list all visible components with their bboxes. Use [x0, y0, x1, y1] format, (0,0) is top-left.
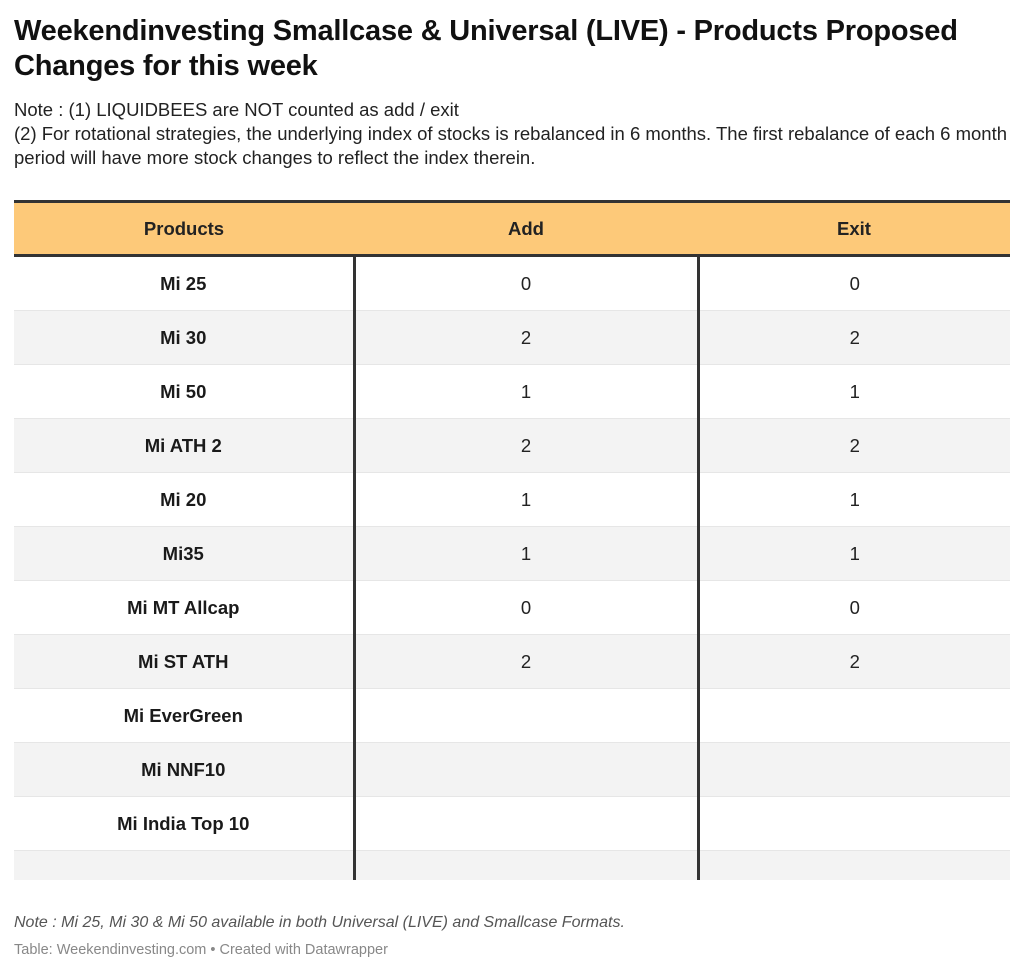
product-cell: Mi 30 [14, 310, 356, 365]
table-body: Mi 25 0 0 Mi 30 2 2 Mi 50 1 1 Mi ATH 2 2 2 Mi 20 1 1 Mi… [14, 255, 1010, 880]
table-row: Mi35 1 1 [14, 526, 1010, 581]
table-header-row: Products Add Exit [14, 200, 1010, 257]
exit-cell: 2 [698, 418, 1010, 473]
product-cell: Mi ST ATH [14, 634, 356, 689]
table-row: Mi 30 2 2 [14, 310, 1010, 365]
table-row: Mi 20 1 1 [14, 472, 1010, 527]
table-card: Weekendinvesting Smallcase & Universal (… [14, 14, 1010, 880]
product-cell: Mi India Top 10 [14, 796, 356, 851]
product-cell: Mi 25 [14, 255, 356, 311]
add-cell [354, 796, 700, 851]
table-row: Mi 50 1 1 [14, 364, 1010, 419]
note-line: Note : (1) LIQUIDBEES are NOT counted as… [14, 99, 459, 120]
note-line: (2) For rotational strategies, the under… [14, 123, 1008, 168]
add-cell: 1 [354, 364, 700, 419]
product-cell: Mi ATH 2 [14, 418, 356, 473]
source-credit: Table: Weekendinvesting.com • Created wi… [14, 942, 388, 958]
add-cell: 0 [354, 580, 700, 635]
add-cell: 1 [354, 472, 700, 527]
exit-cell: 0 [698, 255, 1010, 311]
column-header-add: Add [354, 200, 698, 257]
add-cell: 2 [354, 310, 700, 365]
table-row: Mi EverGreen [14, 688, 1010, 743]
filler-cell [698, 850, 1010, 880]
product-cell: Mi EverGreen [14, 688, 356, 743]
add-cell: 2 [354, 418, 700, 473]
table-filler-row [14, 850, 1010, 880]
filler-cell [14, 850, 356, 880]
product-cell: Mi MT Allcap [14, 580, 356, 635]
table-row: Mi India Top 10 [14, 796, 1010, 851]
exit-cell [698, 742, 1010, 797]
exit-cell [698, 796, 1010, 851]
table-row: Mi 25 0 0 [14, 255, 1010, 311]
product-cell: Mi35 [14, 526, 356, 581]
exit-cell [698, 688, 1010, 743]
product-cell: Mi 20 [14, 472, 356, 527]
add-cell [354, 688, 700, 743]
table-row: Mi NNF10 [14, 742, 1010, 797]
add-cell: 1 [354, 526, 700, 581]
footnote: Note : Mi 25, Mi 30 & Mi 50 available in… [14, 914, 625, 931]
column-header-exit: Exit [698, 200, 1010, 257]
exit-cell: 2 [698, 634, 1010, 689]
table-row: Mi MT Allcap 0 0 [14, 580, 1010, 635]
add-cell [354, 742, 700, 797]
add-cell: 0 [354, 255, 700, 311]
exit-cell: 1 [698, 472, 1010, 527]
notes: Note : (1) LIQUIDBEES are NOT counted as… [14, 98, 1010, 170]
product-cell: Mi NNF10 [14, 742, 356, 797]
products-table: Products Add Exit Mi 25 0 0 Mi 30 2 2 Mi 50 1 1 M… [14, 200, 1010, 880]
exit-cell: 2 [698, 310, 1010, 365]
exit-cell: 1 [698, 364, 1010, 419]
page-title: Weekendinvesting Smallcase & Universal (… [14, 15, 958, 82]
table-row: Mi ST ATH 2 2 [14, 634, 1010, 689]
exit-cell: 0 [698, 580, 1010, 635]
add-cell: 2 [354, 634, 700, 689]
filler-cell [354, 850, 700, 880]
product-cell: Mi 50 [14, 364, 356, 419]
exit-cell: 1 [698, 526, 1010, 581]
column-header-products: Products [14, 200, 354, 257]
